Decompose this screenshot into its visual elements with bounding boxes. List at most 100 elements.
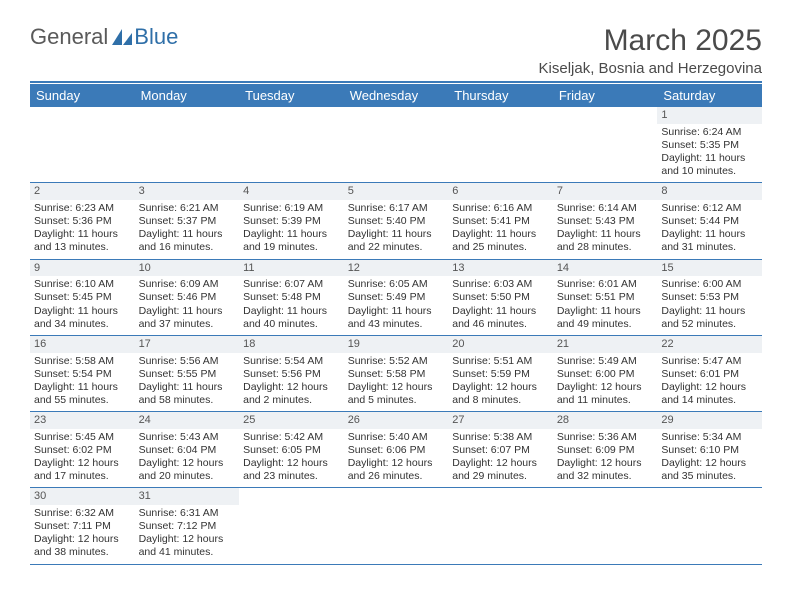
day-d2: and 11 minutes.: [557, 394, 654, 407]
top-divider: [30, 81, 762, 83]
weekday-header-row: Sunday Monday Tuesday Wednesday Thursday…: [30, 84, 762, 107]
day-details-cell: Sunrise: 5:54 AMSunset: 5:56 PMDaylight:…: [239, 353, 344, 412]
day-number-row: 3031: [30, 488, 762, 505]
day-sr: Sunrise: 6:21 AM: [139, 202, 236, 215]
day-d1: Daylight: 11 hours: [139, 305, 236, 318]
brand-logo: General Blue: [30, 24, 178, 50]
day-d2: and 26 minutes.: [348, 470, 445, 483]
day-number-cell: 10: [135, 259, 240, 276]
day-sr: Sunrise: 6:07 AM: [243, 278, 340, 291]
day-sr: Sunrise: 5:47 AM: [661, 355, 758, 368]
day-ss: Sunset: 5:50 PM: [452, 291, 549, 304]
day-number-cell: [448, 488, 553, 505]
day-sr: Sunrise: 6:32 AM: [34, 507, 131, 520]
weekday-header: Friday: [553, 84, 658, 107]
day-d1: Daylight: 12 hours: [661, 381, 758, 394]
day-d2: and 49 minutes.: [557, 318, 654, 331]
day-details-cell: Sunrise: 6:00 AMSunset: 5:53 PMDaylight:…: [657, 276, 762, 335]
day-d1: Daylight: 11 hours: [348, 228, 445, 241]
day-sr: Sunrise: 6:05 AM: [348, 278, 445, 291]
day-ss: Sunset: 5:53 PM: [661, 291, 758, 304]
day-number-cell: 24: [135, 412, 240, 429]
day-details-cell: Sunrise: 6:10 AMSunset: 5:45 PMDaylight:…: [30, 276, 135, 335]
day-details-cell: Sunrise: 6:23 AMSunset: 5:36 PMDaylight:…: [30, 200, 135, 259]
day-details-cell: [344, 505, 449, 564]
day-d1: Daylight: 12 hours: [452, 381, 549, 394]
weekday-header: Tuesday: [239, 84, 344, 107]
day-sr: Sunrise: 5:43 AM: [139, 431, 236, 444]
day-ss: Sunset: 5:56 PM: [243, 368, 340, 381]
day-sr: Sunrise: 6:14 AM: [557, 202, 654, 215]
day-ss: Sunset: 7:11 PM: [34, 520, 131, 533]
day-number-row: 2345678: [30, 183, 762, 200]
day-sr: Sunrise: 6:24 AM: [661, 126, 758, 139]
day-number-cell: 18: [239, 335, 344, 352]
day-d2: and 8 minutes.: [452, 394, 549, 407]
day-details-cell: [448, 505, 553, 564]
day-d2: and 13 minutes.: [34, 241, 131, 254]
weekday-header: Wednesday: [344, 84, 449, 107]
day-details-cell: Sunrise: 6:17 AMSunset: 5:40 PMDaylight:…: [344, 200, 449, 259]
day-ss: Sunset: 6:05 PM: [243, 444, 340, 457]
day-d2: and 14 minutes.: [661, 394, 758, 407]
day-d2: and 29 minutes.: [452, 470, 549, 483]
day-details-cell: Sunrise: 5:42 AMSunset: 6:05 PMDaylight:…: [239, 429, 344, 488]
day-d1: Daylight: 12 hours: [34, 457, 131, 470]
day-details-row: Sunrise: 6:23 AMSunset: 5:36 PMDaylight:…: [30, 200, 762, 259]
day-number-cell: 3: [135, 183, 240, 200]
title-block: March 2025 Kiseljak, Bosnia and Herzegov…: [539, 24, 762, 77]
day-d2: and 2 minutes.: [243, 394, 340, 407]
day-d2: and 34 minutes.: [34, 318, 131, 331]
day-number-cell: 7: [553, 183, 658, 200]
day-details-cell: Sunrise: 6:12 AMSunset: 5:44 PMDaylight:…: [657, 200, 762, 259]
day-sr: Sunrise: 5:52 AM: [348, 355, 445, 368]
location-text: Kiseljak, Bosnia and Herzegovina: [539, 60, 762, 77]
day-ss: Sunset: 5:45 PM: [34, 291, 131, 304]
day-sr: Sunrise: 6:31 AM: [139, 507, 236, 520]
day-details-cell: [553, 124, 658, 183]
day-sr: Sunrise: 5:45 AM: [34, 431, 131, 444]
day-d2: and 46 minutes.: [452, 318, 549, 331]
day-details-cell: Sunrise: 6:05 AMSunset: 5:49 PMDaylight:…: [344, 276, 449, 335]
day-number-cell: 16: [30, 335, 135, 352]
day-sr: Sunrise: 5:54 AM: [243, 355, 340, 368]
day-ss: Sunset: 5:36 PM: [34, 215, 131, 228]
day-d2: and 41 minutes.: [139, 546, 236, 559]
day-d1: Daylight: 11 hours: [452, 228, 549, 241]
day-sr: Sunrise: 5:42 AM: [243, 431, 340, 444]
weekday-header: Monday: [135, 84, 240, 107]
day-details-cell: [448, 124, 553, 183]
day-ss: Sunset: 5:43 PM: [557, 215, 654, 228]
day-details-cell: Sunrise: 5:49 AMSunset: 6:00 PMDaylight:…: [553, 353, 658, 412]
day-details-row: Sunrise: 6:32 AMSunset: 7:11 PMDaylight:…: [30, 505, 762, 564]
day-ss: Sunset: 5:39 PM: [243, 215, 340, 228]
day-d2: and 22 minutes.: [348, 241, 445, 254]
brand-general: General: [30, 24, 108, 50]
day-details-cell: Sunrise: 5:43 AMSunset: 6:04 PMDaylight:…: [135, 429, 240, 488]
day-details-row: Sunrise: 5:45 AMSunset: 6:02 PMDaylight:…: [30, 429, 762, 488]
day-ss: Sunset: 5:51 PM: [557, 291, 654, 304]
day-number-row: 1: [30, 107, 762, 124]
day-number-cell: 23: [30, 412, 135, 429]
day-sr: Sunrise: 6:01 AM: [557, 278, 654, 291]
day-details-cell: [135, 124, 240, 183]
day-d2: and 32 minutes.: [557, 470, 654, 483]
day-sr: Sunrise: 6:10 AM: [34, 278, 131, 291]
day-number-cell: 9: [30, 259, 135, 276]
day-d2: and 16 minutes.: [139, 241, 236, 254]
day-sr: Sunrise: 5:56 AM: [139, 355, 236, 368]
day-ss: Sunset: 5:49 PM: [348, 291, 445, 304]
weekday-header: Sunday: [30, 84, 135, 107]
day-number-cell: 6: [448, 183, 553, 200]
day-d1: Daylight: 11 hours: [34, 228, 131, 241]
day-number-cell: [135, 107, 240, 124]
day-d1: Daylight: 11 hours: [661, 305, 758, 318]
day-sr: Sunrise: 5:51 AM: [452, 355, 549, 368]
day-details-cell: Sunrise: 6:03 AMSunset: 5:50 PMDaylight:…: [448, 276, 553, 335]
day-number-cell: [30, 107, 135, 124]
day-number-cell: 19: [344, 335, 449, 352]
day-sr: Sunrise: 5:49 AM: [557, 355, 654, 368]
day-number-cell: 30: [30, 488, 135, 505]
day-number-cell: [448, 107, 553, 124]
day-number-cell: 14: [553, 259, 658, 276]
